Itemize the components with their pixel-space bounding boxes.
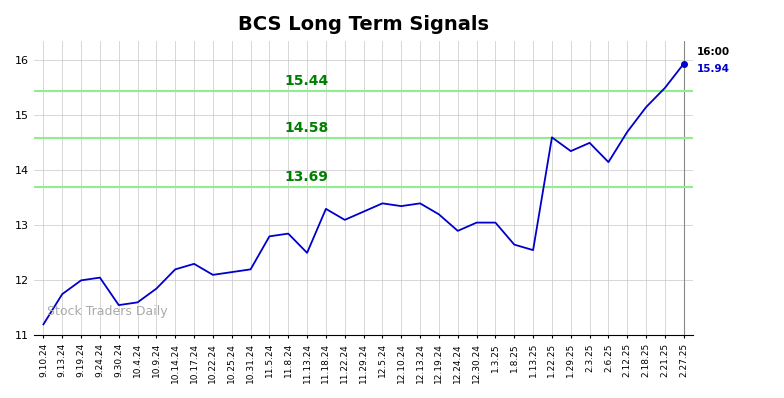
Text: 15.44: 15.44 [285, 74, 328, 88]
Text: 13.69: 13.69 [285, 170, 328, 184]
Text: 16:00: 16:00 [697, 47, 730, 57]
Text: Stock Traders Daily: Stock Traders Daily [47, 305, 168, 318]
Text: 15.94: 15.94 [697, 64, 730, 74]
Text: 14.58: 14.58 [285, 121, 328, 135]
Title: BCS Long Term Signals: BCS Long Term Signals [238, 15, 489, 34]
